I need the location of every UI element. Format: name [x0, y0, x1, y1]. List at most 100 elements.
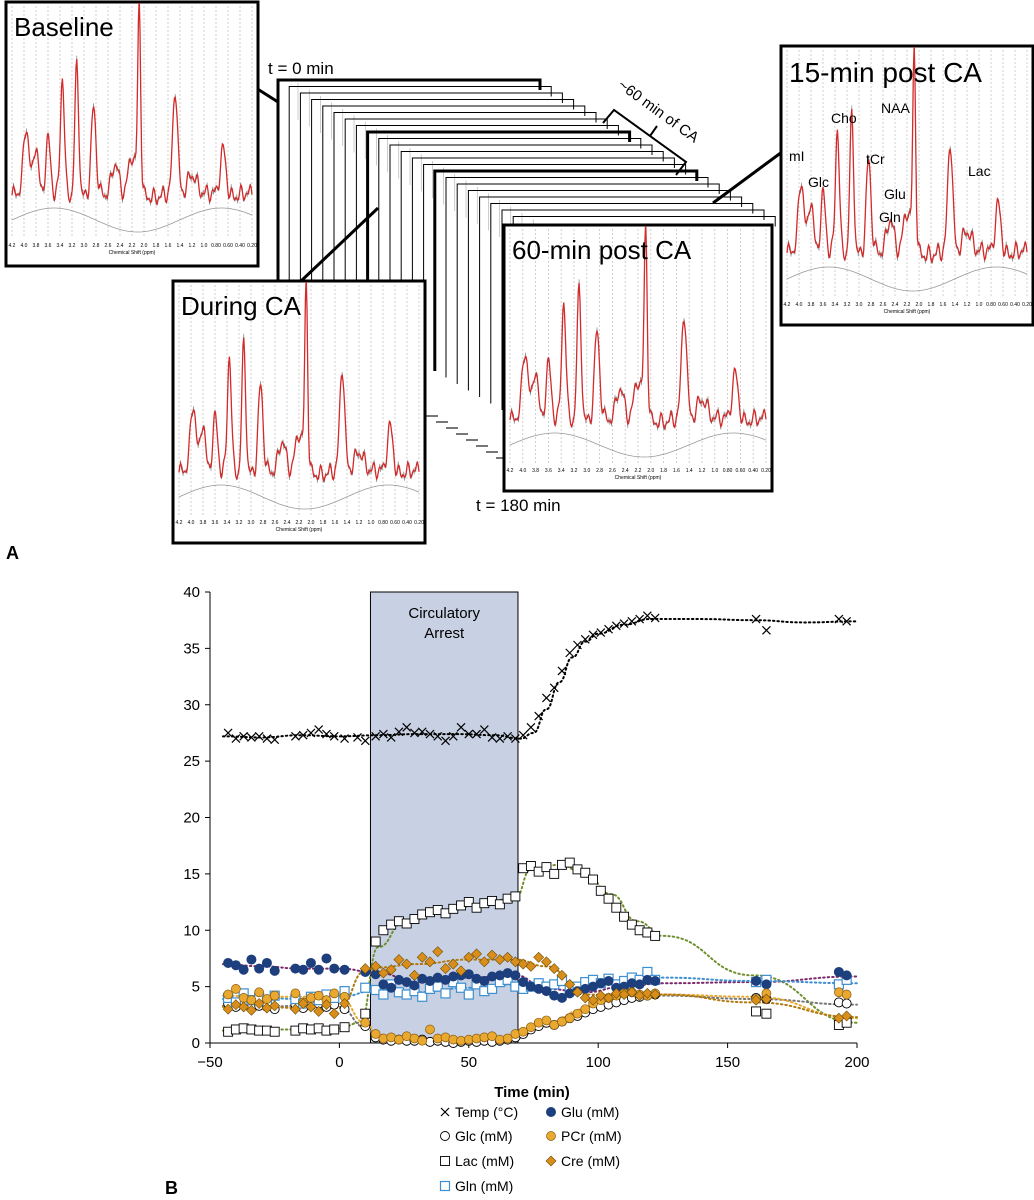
point-cre-mm — [649, 989, 661, 1000]
point-temp-c — [573, 640, 582, 650]
point-gln-mm — [440, 988, 451, 999]
spectrum-tick-label: 2.2 — [129, 243, 136, 249]
stacked-spectrum-frame — [445, 177, 709, 378]
peak-label-gln: Gln — [879, 209, 901, 225]
y-tick-label: 25 — [183, 753, 200, 770]
point-temp-c — [402, 722, 412, 732]
point-lac-mm — [541, 862, 552, 873]
x-tick-label: 200 — [844, 1054, 869, 1071]
point-cre-mm — [760, 993, 772, 1005]
point-temp-c — [534, 711, 544, 721]
stacked-spectrum-frame — [433, 169, 699, 371]
point-gln-mm — [378, 989, 389, 1000]
peak-labels: mI Glc Cho tCr NAA Glu Gln Lac — [789, 100, 991, 225]
point-temp-c — [417, 727, 427, 737]
x-tick-label: 100 — [586, 1054, 611, 1071]
point-glu-mm — [246, 954, 257, 965]
spectrum-tick-label: 1.6 — [673, 468, 680, 474]
point-temp-c — [306, 728, 316, 738]
spectrum-fit-line — [786, 47, 1028, 264]
spectrum-tick-label: 0.80 — [986, 302, 996, 308]
point-glu-mm — [518, 977, 529, 988]
spectrum-tick-label: 0.40 — [1010, 302, 1020, 308]
point-temp-c — [751, 614, 761, 624]
point-temp-c — [588, 630, 598, 640]
x-tick-label: 150 — [715, 1054, 740, 1071]
point-cre-mm — [841, 1010, 853, 1022]
spectrum-tick-label: 1.8 — [928, 302, 935, 308]
spectrum-tick-label: 1.2 — [699, 468, 706, 474]
point-glu-mm — [650, 975, 661, 986]
point-temp-c — [340, 734, 350, 743]
spectrum-tick-label: 1.0 — [711, 468, 718, 474]
stacked-spectrum-frame — [389, 144, 653, 345]
point-cre-mm — [603, 992, 614, 1004]
point-pcr-mm — [425, 1024, 435, 1035]
legend-label-glu-mm: Glu (mM) — [561, 1104, 619, 1120]
point-glu-mm — [409, 980, 420, 991]
panel-a: ~60 min of CA t = 0 min t = 180 min 4.2 4… — [4, 0, 1034, 563]
spectrum-tick-label: 2.8 — [260, 520, 267, 526]
y-tick-label: 30 — [183, 697, 200, 714]
point-temp-c — [394, 727, 404, 737]
point-cre-mm — [579, 992, 591, 1004]
spectrum-tick-label: 1.6 — [332, 520, 339, 526]
spectrum-tick-label: 2.2 — [635, 468, 642, 474]
spectrum-baseline: 4.2 4.0 3.8 3.6 3.4 3.2 3.0 2.8 2.6 2.4 2.2 2.0 1.8 1… — [4, 0, 260, 268]
peak-label-glu: Glu — [884, 186, 906, 202]
point-cre-mm — [305, 1001, 317, 1013]
point-glu-mm — [339, 964, 350, 975]
point-glu-mm — [510, 970, 521, 981]
spectrum-tick-label: 3.8 — [200, 520, 207, 526]
point-cre-mm — [359, 963, 371, 975]
point-cre-mm — [440, 963, 451, 975]
point-temp-c — [329, 731, 339, 741]
spectrum-title: Baseline — [14, 12, 114, 42]
point-cre-mm — [370, 960, 382, 972]
stacked-spectrum-frame — [366, 130, 632, 332]
spectrum-tick-label: 1.2 — [356, 520, 363, 526]
point-temp-c — [510, 734, 520, 743]
point-lac-mm — [626, 919, 637, 930]
spectrum-tick-label: 0.20 — [761, 468, 771, 474]
point-pcr-mm — [518, 1026, 528, 1037]
point-lac-mm — [588, 874, 598, 885]
point-cre-mm — [393, 954, 405, 965]
x-tick-label: 50 — [460, 1054, 477, 1071]
spectrum-tick-label: 1.8 — [153, 243, 160, 249]
spectrum-tick-label: 2.4 — [892, 302, 899, 308]
spectrum-tick-label: 3.6 — [45, 243, 52, 249]
y-tick-label: 20 — [183, 810, 200, 827]
point-glu-mm — [298, 964, 309, 975]
spectra-stack — [276, 78, 776, 459]
point-cre-mm — [409, 969, 420, 981]
point-temp-c — [371, 731, 381, 741]
point-temp-c — [495, 734, 505, 743]
spectrum-tick-label: 1.6 — [165, 243, 172, 249]
spectrum-axis-label: Chemical Shift (ppm) — [615, 475, 662, 481]
spectrum-tick-label: 3.2 — [69, 243, 76, 249]
stacked-spectrum-frame — [288, 86, 552, 287]
y-tick-label: 10 — [183, 922, 200, 939]
point-cre-mm — [447, 958, 459, 970]
point-cre-mm — [517, 958, 529, 970]
point-glu-mm — [386, 982, 397, 993]
point-temp-c — [619, 619, 629, 628]
point-temp-c — [472, 729, 481, 739]
spectrum-tick-label: 0.60 — [223, 243, 233, 249]
point-temp-c — [526, 722, 536, 732]
point-glu-mm — [305, 957, 316, 968]
point-cre-mm — [564, 978, 576, 990]
legend-marker-glu-mm — [546, 1107, 556, 1117]
legend-marker-cre-mm — [545, 1155, 557, 1167]
spectrum-tick-label: 1.8 — [660, 468, 667, 474]
point-glu-mm — [463, 969, 474, 980]
spectrum-during-ca: 4.2 4.0 3.8 3.6 3.4 3.2 3.0 2.8 2.6 2.4 2.2 2.0 1.8 1… — [171, 279, 427, 545]
point-temp-c — [425, 729, 435, 739]
stacked-spectrum-frame — [378, 138, 642, 339]
point-cre-mm — [432, 946, 444, 958]
point-glu-mm — [238, 964, 249, 975]
x-tick-label: 0 — [335, 1054, 343, 1071]
point-lac-mm — [360, 1008, 371, 1019]
spectrum-tick-label: 1.2 — [189, 243, 196, 249]
